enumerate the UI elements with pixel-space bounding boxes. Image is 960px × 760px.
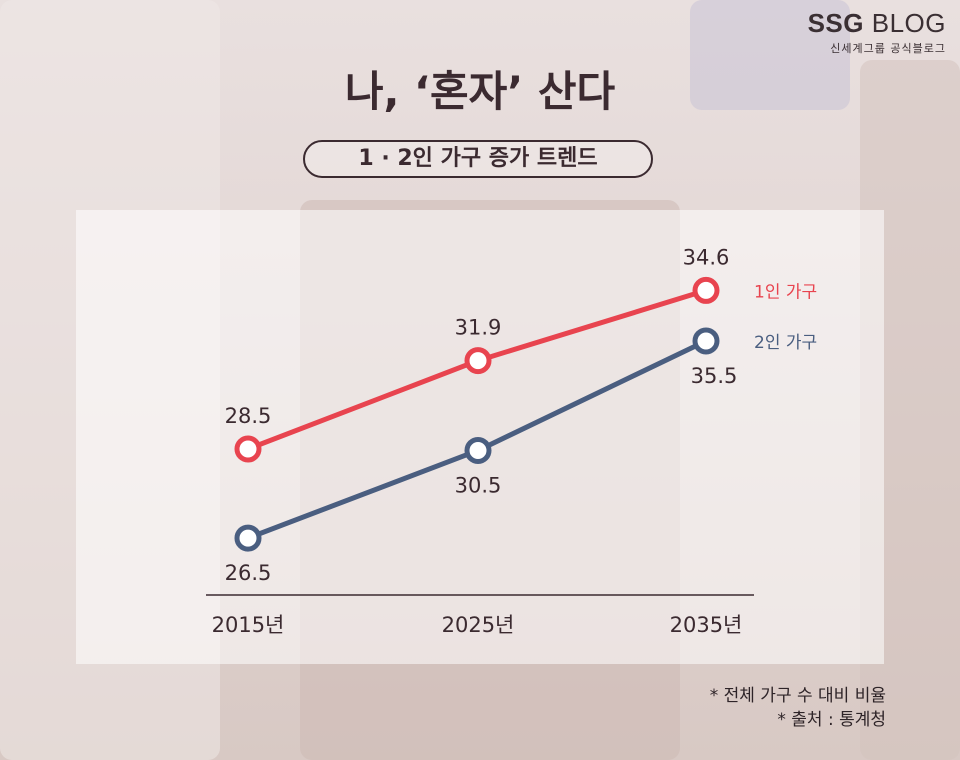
data-label-1-2: 35.5 bbox=[691, 364, 738, 388]
x-tick-label-0: 2015년 bbox=[212, 613, 285, 637]
chart-panel bbox=[76, 210, 884, 664]
footnote-ratio: * 전체 가구 수 대비 비율 bbox=[709, 686, 886, 706]
brand-name-light: BLOG bbox=[871, 8, 946, 38]
data-point-1-2 bbox=[692, 327, 720, 355]
brand-name-bold: SSG bbox=[807, 8, 865, 38]
data-point-0-0 bbox=[234, 435, 262, 463]
series-label-1: 2인 가구 bbox=[754, 333, 817, 353]
brand-logo: SSG BLOG 신세계그룹 공식블로그 bbox=[808, 8, 946, 56]
chart-subtitle-pill: 1 · 2인 가구 증가 트렌드 bbox=[303, 140, 653, 178]
data-label-0-0: 28.5 bbox=[225, 404, 272, 428]
brand-tagline: 신세계그룹 공식블로그 bbox=[830, 42, 946, 55]
data-label-0-2: 34.6 bbox=[683, 245, 730, 269]
data-point-0-2 bbox=[692, 276, 720, 304]
x-tick-label-2: 2035년 bbox=[670, 613, 743, 637]
data-label-1-1: 30.5 bbox=[455, 473, 502, 497]
data-label-1-0: 26.5 bbox=[225, 561, 272, 585]
series-label-0: 1인 가구 bbox=[754, 282, 817, 302]
footnotes: * 전체 가구 수 대비 비율 * 출처 : 통계청 bbox=[710, 684, 886, 732]
data-point-1-1 bbox=[464, 436, 492, 464]
new-sign bbox=[690, 0, 850, 110]
footnote-source: * 출처 : 통계청 bbox=[777, 710, 886, 730]
x-tick-label-1: 2025년 bbox=[442, 613, 515, 637]
data-point-0-1 bbox=[464, 347, 492, 375]
data-label-0-1: 31.9 bbox=[455, 316, 502, 340]
data-point-1-0 bbox=[234, 524, 262, 552]
page-title: 나, ‘혼자’ 산다 bbox=[344, 67, 616, 116]
